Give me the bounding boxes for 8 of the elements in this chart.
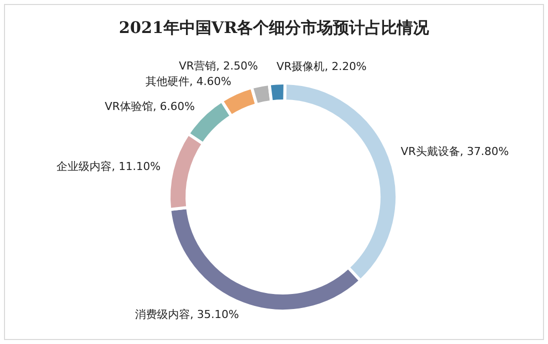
- slice-label: VR摄像机, 2.20%: [276, 60, 367, 74]
- chart-title: 2021年中国VR各个细分市场预计占比情况: [118, 18, 430, 39]
- slice-label: 其他硬件, 4.60%: [145, 75, 232, 88]
- slice-label: 消费级内容, 35.10%: [135, 308, 239, 322]
- slice-label: VR体验馆, 6.60%: [104, 100, 195, 113]
- slice-label: VR头戴设备, 37.80%: [400, 145, 509, 158]
- slice-label: 企业级内容, 11.10%: [56, 160, 161, 174]
- slice-label: VR营销, 2.50%: [178, 60, 258, 73]
